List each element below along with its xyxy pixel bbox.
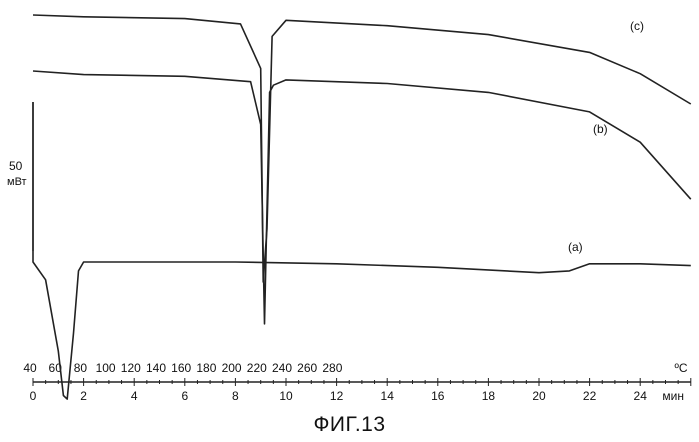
temperature-tick-label: 120: [121, 361, 141, 375]
time-tick-label: 12: [330, 389, 344, 403]
temperature-tick-label: 160: [171, 361, 191, 375]
time-tick-label: 24: [634, 389, 648, 403]
scale-bar-unit: мВт: [7, 176, 27, 188]
series-line-a: [33, 102, 691, 399]
temperature-tick-label: 140: [146, 361, 166, 375]
time-tick-label: 6: [181, 389, 188, 403]
time-tick-label: 10: [279, 389, 293, 403]
temperature-tick-label: 280: [322, 361, 342, 375]
time-tick-label: 18: [482, 389, 496, 403]
series-labels: (a) (b) (c): [568, 19, 644, 254]
time-tick-label: 0: [30, 389, 37, 403]
scale-bar: 50 мВт: [7, 102, 33, 251]
series-line-b: [33, 71, 691, 324]
time-tick-label: 8: [232, 389, 239, 403]
temperature-tick-label: 100: [96, 361, 116, 375]
scale-bar-value: 50: [9, 159, 23, 173]
curves: [33, 15, 691, 399]
temperature-tick-label: 180: [196, 361, 216, 375]
temperature-tick-label: 40: [23, 361, 37, 375]
temperature-tick-label: 260: [297, 361, 317, 375]
time-tick-label: 20: [532, 389, 546, 403]
time-temperature-axis: 406080100120140160180200220240260280ºC02…: [23, 361, 690, 403]
series-line-c: [33, 15, 691, 282]
time-tick-label: 16: [431, 389, 445, 403]
temperature-tick-label: 220: [247, 361, 267, 375]
time-unit-label: мин: [662, 389, 684, 403]
temperature-tick-label: 80: [74, 361, 88, 375]
series-label-b: (b): [593, 122, 608, 136]
time-tick-label: 2: [80, 389, 87, 403]
time-tick-label: 14: [381, 389, 395, 403]
time-tick-label: 22: [583, 389, 597, 403]
temperature-tick-label: 200: [222, 361, 242, 375]
temperature-tick-label: 240: [272, 361, 292, 375]
figure-caption: ФИГ.13: [0, 413, 699, 437]
series-label-a: (a): [568, 240, 583, 254]
series-label-c: (c): [630, 19, 644, 33]
time-tick-label: 4: [131, 389, 138, 403]
temperature-unit-label: ºC: [674, 361, 687, 375]
